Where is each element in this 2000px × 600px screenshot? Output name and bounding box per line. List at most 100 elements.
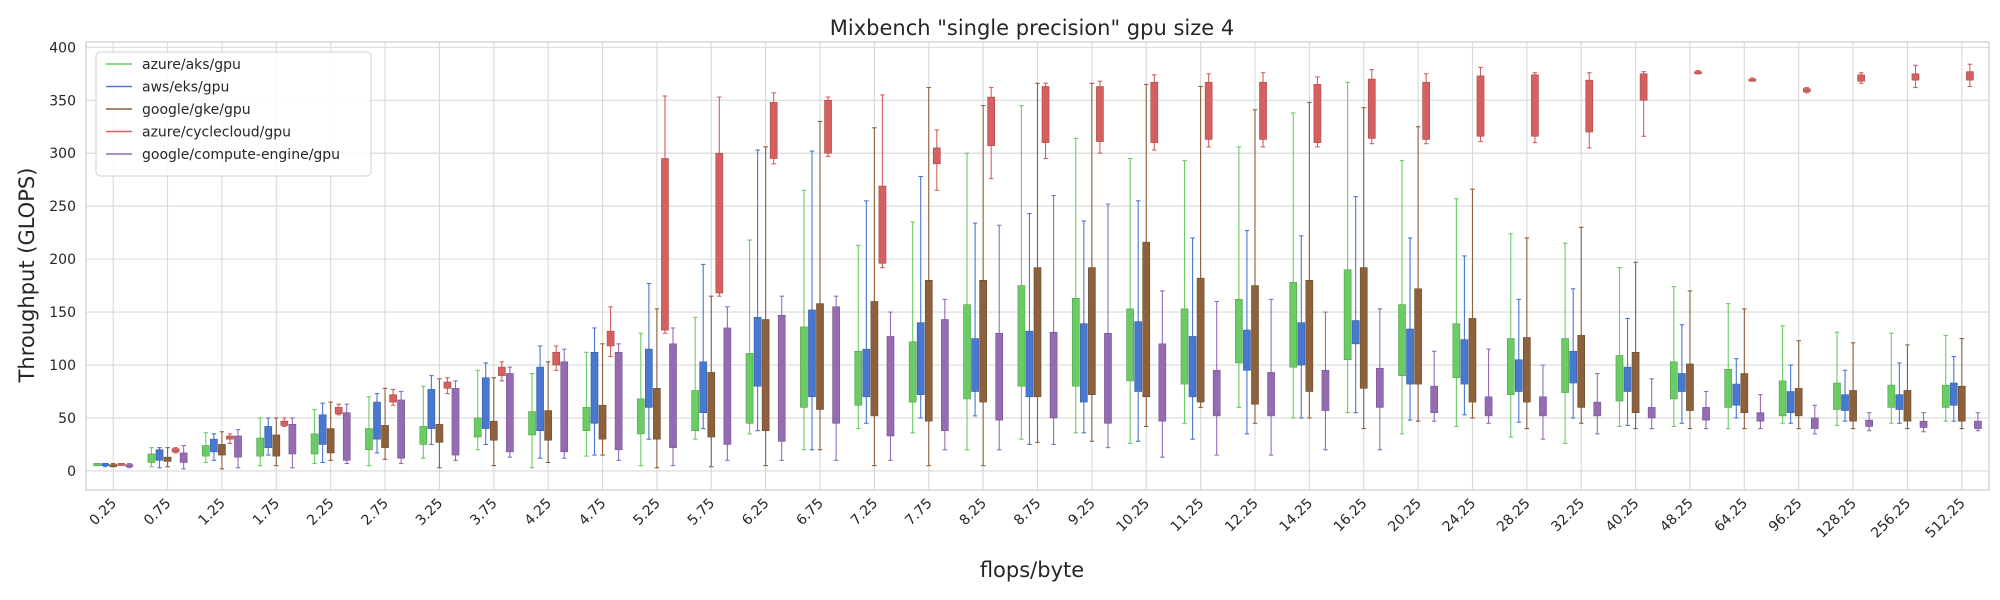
box-body <box>979 279 987 403</box>
box-body <box>1903 390 1912 422</box>
box <box>443 377 452 395</box>
box-body <box>590 352 599 424</box>
box-body <box>272 434 281 457</box>
box-body <box>1259 81 1267 140</box>
box-body <box>1180 308 1189 385</box>
box-body <box>1104 332 1112 424</box>
box <box>1678 324 1686 424</box>
box <box>1919 412 1928 433</box>
box <box>886 311 895 461</box>
plot-frame <box>85 41 1990 491</box>
box-body <box>1569 350 1577 384</box>
box-body <box>163 456 172 462</box>
box-body <box>1196 277 1205 403</box>
box-body <box>280 420 289 426</box>
box-body <box>582 407 591 431</box>
x-tick-label: 1.25 <box>195 496 228 529</box>
box-body <box>179 452 188 463</box>
box <box>715 96 724 297</box>
box <box>669 327 677 467</box>
box <box>832 295 840 461</box>
x-tick-label: 9.25 <box>1065 496 1098 529</box>
box <box>653 308 661 469</box>
box-body <box>1243 329 1251 371</box>
y-axis-label: Throughput (GLOPS) <box>15 168 39 384</box>
box-body <box>1966 71 1974 81</box>
box-body <box>1235 299 1243 364</box>
box-body <box>1895 394 1904 410</box>
box <box>1422 73 1430 145</box>
box <box>995 224 1004 451</box>
box-body <box>1460 339 1469 385</box>
box <box>1033 82 1042 443</box>
x-tick-label: 2.25 <box>304 496 337 529</box>
box-body <box>916 322 925 395</box>
box-body <box>419 426 428 445</box>
box-body <box>1833 382 1841 410</box>
box-body <box>427 389 436 429</box>
box <box>854 244 863 430</box>
box <box>489 377 498 467</box>
box-body <box>498 366 506 376</box>
box-body <box>1080 323 1088 403</box>
box-body <box>1343 269 1352 361</box>
box-body <box>606 330 615 347</box>
box <box>101 462 109 468</box>
box-body <box>1857 74 1865 82</box>
box <box>1041 82 1050 160</box>
box <box>552 345 561 371</box>
box-body <box>147 453 156 463</box>
box-body <box>125 464 134 467</box>
legend-label: google/compute-engine/gpu <box>142 147 340 163</box>
box <box>117 462 126 466</box>
box-body <box>1748 78 1757 82</box>
box <box>590 327 599 456</box>
box <box>878 94 887 269</box>
box-body <box>318 414 327 445</box>
box-body <box>528 411 536 436</box>
box-body <box>1088 267 1096 395</box>
box-body <box>707 372 716 438</box>
box <box>1267 298 1275 456</box>
box <box>1539 364 1547 440</box>
box <box>582 351 591 457</box>
box <box>1476 66 1485 143</box>
x-tick-label: 6.75 <box>793 496 826 529</box>
box <box>1810 404 1819 435</box>
box <box>1631 261 1640 430</box>
box-body <box>334 407 343 415</box>
box <box>1577 226 1586 424</box>
legend-frame <box>95 51 372 177</box>
box-body <box>1694 71 1702 74</box>
box <box>536 345 544 459</box>
box-body <box>202 445 210 457</box>
box <box>389 388 397 406</box>
box-body <box>1593 401 1602 417</box>
box <box>1126 157 1134 444</box>
box <box>334 403 343 416</box>
series-4 <box>125 195 1982 470</box>
box-body <box>1941 384 1950 408</box>
box-body <box>489 420 498 441</box>
x-tick-label: 5.75 <box>685 496 718 529</box>
box <box>256 417 265 467</box>
box <box>179 444 188 470</box>
box <box>1460 255 1469 416</box>
box <box>1243 229 1251 435</box>
box <box>435 378 444 469</box>
box <box>1966 63 1974 88</box>
box-body <box>1452 323 1461 379</box>
box <box>1833 331 1841 426</box>
box-body <box>536 366 544 431</box>
box-body <box>1539 396 1547 417</box>
box <box>234 429 242 469</box>
box-body <box>715 152 724 294</box>
y-ticks: 0 50 100 150 200 250 300 350 400 <box>49 40 76 480</box>
box <box>1941 334 1950 422</box>
x-axis-label: flops/byte <box>980 558 1084 582</box>
box-body <box>699 361 708 413</box>
box-body <box>1267 372 1275 417</box>
box-body <box>210 438 218 453</box>
box <box>761 146 770 467</box>
box-body <box>473 417 482 438</box>
